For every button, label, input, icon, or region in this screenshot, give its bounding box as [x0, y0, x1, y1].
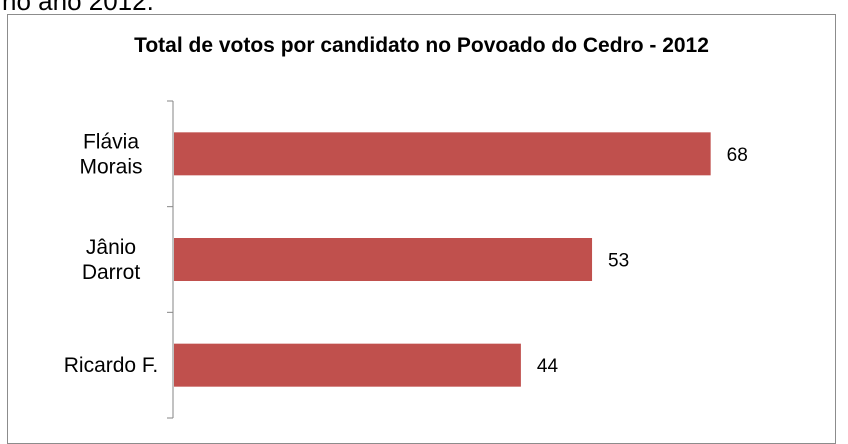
data-label: 44	[537, 356, 559, 377]
category-label: Darrot	[82, 261, 141, 284]
data-label: 68	[727, 145, 748, 166]
category-label: Ricardo F.	[64, 354, 159, 377]
bar	[174, 132, 711, 176]
chart-title: Total de votos por candidato no Povoado …	[134, 34, 709, 57]
bar	[174, 343, 521, 387]
category-label: Flávia	[83, 130, 139, 153]
bar	[174, 238, 593, 281]
page-text-fragment: no ano 2012.	[2, 0, 154, 16]
data-label: 53	[608, 251, 629, 272]
category-label: Morais	[79, 155, 142, 178]
category-label: Jânio	[86, 236, 136, 259]
